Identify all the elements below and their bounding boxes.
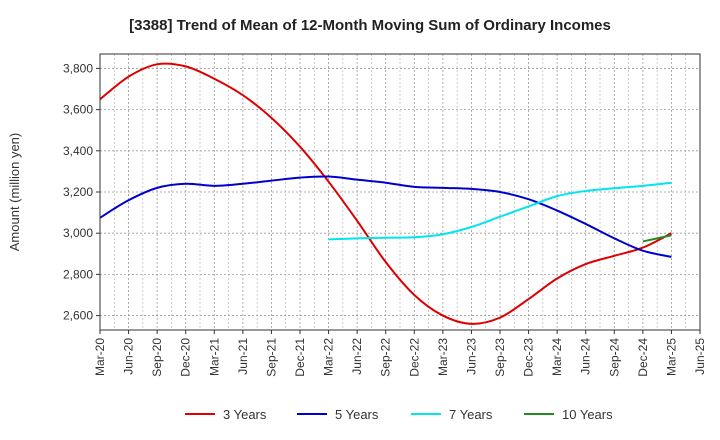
- y-tick-label: 3,000: [63, 226, 93, 240]
- series-line-7-years: [328, 181, 672, 241]
- series-line-5-years: [99, 175, 672, 258]
- x-tick-label: Jun-23: [464, 338, 478, 375]
- x-tick-label: Mar-25: [664, 338, 678, 376]
- x-tick-label: Jun-21: [236, 338, 250, 375]
- x-tick-label: Mar-21: [207, 338, 221, 376]
- x-tick-label: Mar-24: [550, 338, 564, 376]
- legend-label-7-years: 7 Years: [449, 407, 493, 422]
- x-tick-label: Jun-24: [579, 338, 593, 375]
- x-tick-label: Sep-22: [379, 338, 393, 377]
- y-axis: 2,600 2,800 3,000 3,200 3,400 3,600 3,800: [63, 61, 100, 323]
- legend-label-10-years: 10 Years: [562, 407, 613, 422]
- x-tick-label: Sep-21: [264, 338, 278, 377]
- x-tick-label: Sep-23: [493, 338, 507, 377]
- y-tick-label: 2,600: [63, 309, 93, 323]
- legend-label-3-years: 3 Years: [223, 407, 267, 422]
- y-tick-label: 3,600: [63, 103, 93, 117]
- x-tick-label: Jun-22: [350, 338, 364, 375]
- series-lines: [99, 62, 672, 325]
- y-tick-label: 2,800: [63, 267, 93, 281]
- x-tick-label: Mar-23: [436, 338, 450, 376]
- x-tick-label: Jun-20: [122, 338, 136, 375]
- y-tick-label: 3,800: [63, 61, 93, 75]
- x-axis: Mar-20 Jun-20 Sep-20 Dec-20 Mar-21 Jun-21 Sep-…: [93, 330, 707, 377]
- x-tick-label: Dec-24: [636, 338, 650, 377]
- y-tick-label: 3,400: [63, 144, 93, 158]
- x-tick-label: Jun-25: [693, 338, 707, 375]
- legend: 3 Years 5 Years 7 Years 10 Years: [185, 407, 613, 422]
- x-tick-label: Mar-22: [322, 338, 336, 376]
- x-tick-label: Dec-23: [522, 338, 536, 377]
- legend-label-5-years: 5 Years: [335, 407, 379, 422]
- series-line-3-years: [99, 62, 672, 325]
- grid: [99, 54, 701, 330]
- x-tick-label: Sep-20: [150, 338, 164, 377]
- x-tick-label: Dec-22: [407, 338, 421, 377]
- x-tick-label: Dec-20: [179, 338, 193, 377]
- x-tick-label: Mar-20: [93, 338, 107, 376]
- series-line-10-years: [642, 234, 672, 243]
- x-tick-label: Sep-24: [607, 338, 621, 377]
- y-tick-label: 3,200: [63, 185, 93, 199]
- y-axis-label: Amount (million yen): [7, 133, 22, 252]
- chart-title: [3388] Trend of Mean of 12-Month Moving …: [129, 17, 611, 34]
- plot-frame: [99, 53, 701, 331]
- x-tick-label: Dec-21: [293, 338, 307, 377]
